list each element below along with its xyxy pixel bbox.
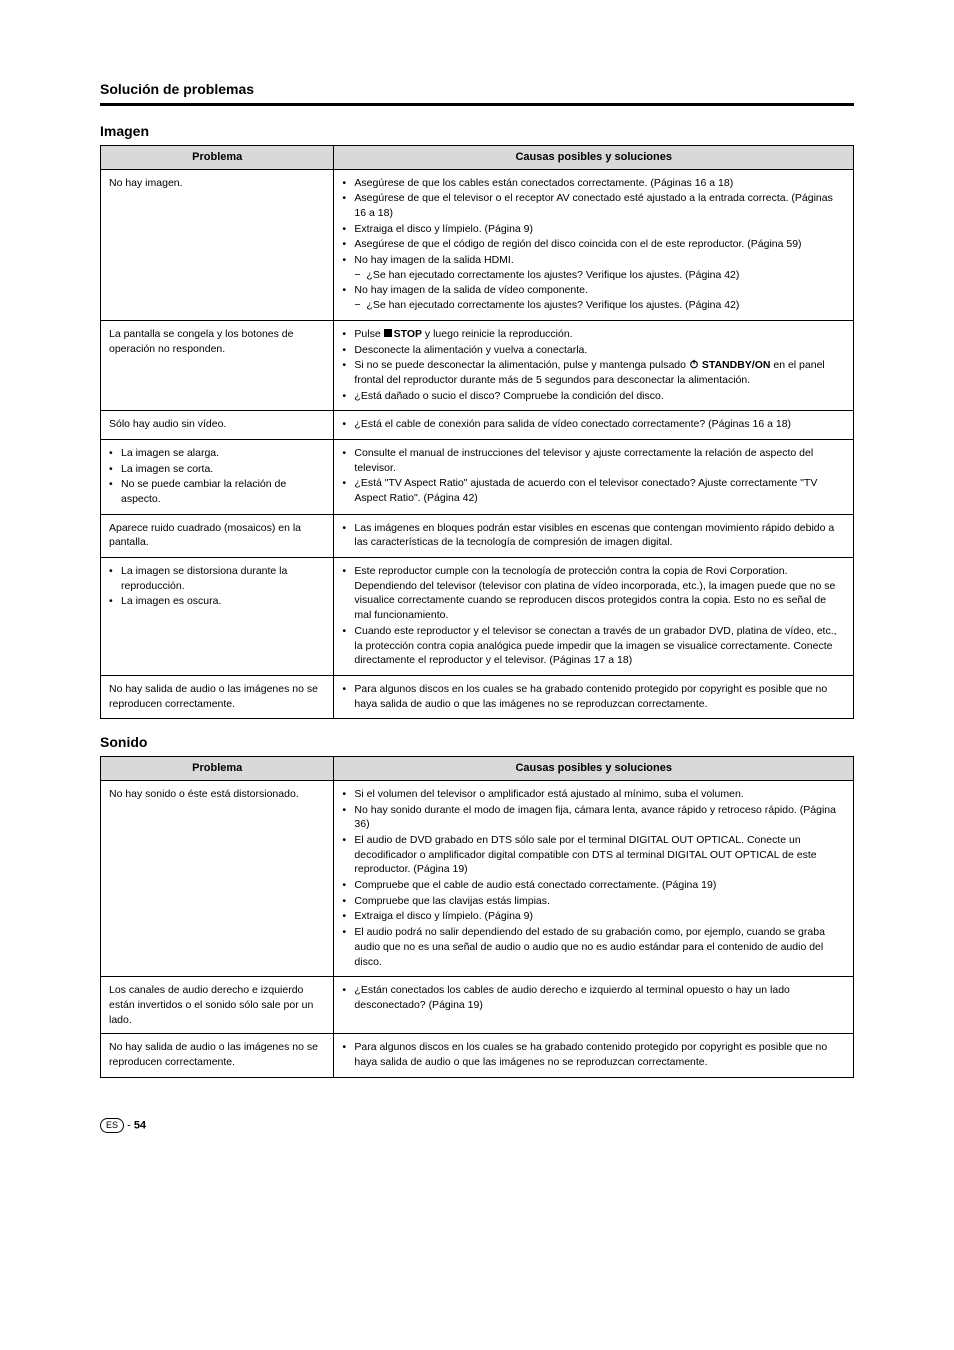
stop-label: STOP [394, 328, 422, 340]
problema-item: La imagen se corta. [109, 462, 325, 477]
table-row: La imagen se distorsiona durante la repr… [101, 558, 854, 676]
causas-list: Para algunos discos en los cuales se ha … [342, 1040, 845, 1069]
causas-list: Asegúrese de que los cables están conect… [342, 176, 845, 313]
causa-subitem: ¿Se han ejecutado correctamente los ajus… [354, 298, 845, 313]
causas-cell: Si el volumen del televisor o amplificad… [334, 780, 854, 976]
causa-item: ¿Está "TV Aspect Ratio" ajustada de acue… [342, 476, 845, 505]
page-number: 54 [134, 1119, 146, 1131]
column-header-causas: Causas posibles y soluciones [334, 757, 854, 781]
title-divider [100, 103, 854, 106]
problema-list: La imagen se alarga.La imagen se corta.N… [109, 446, 325, 507]
lang-badge: ES [100, 1118, 124, 1133]
problema-cell: No hay salida de audio o las imágenes no… [101, 675, 334, 718]
causas-list: Consulte el manual de instrucciones del … [342, 446, 845, 506]
table-row: Sólo hay audio sin vídeo. ¿Está el cable … [101, 411, 854, 440]
causa-item: ¿Está dañado o sucio el disco? Compruebe… [342, 389, 845, 404]
problema-cell: La pantalla se congela y los botones de … [101, 320, 334, 410]
causa-item: Las imágenes en bloques podrán estar vis… [342, 521, 845, 550]
causa-item: Compruebe que el cable de audio está con… [342, 878, 845, 893]
causas-cell: Pulse STOP y luego reinicie la reproducc… [334, 320, 854, 410]
page-footer: ES - 54 [100, 1118, 854, 1133]
causas-list: ¿Están conectados los cables de audio de… [342, 983, 845, 1012]
causa-item: El audio de DVD grabado en DTS sólo sale… [342, 833, 845, 877]
problema-item: La imagen se alarga. [109, 446, 325, 461]
table-row: No hay salida de audio o las imágenes no… [101, 675, 854, 718]
column-header-problema: Problema [101, 145, 334, 169]
causa-item: No hay imagen de la salida de vídeo comp… [342, 283, 845, 312]
causa-item: ¿Está el cable de conexión para salida d… [342, 417, 845, 432]
causas-list: Si el volumen del televisor o amplificad… [342, 787, 845, 969]
causa-item: Desconecte la alimentación y vuelva a co… [342, 343, 845, 358]
causa-item: ¿Están conectados los cables de audio de… [342, 983, 845, 1012]
causa-item: El audio podrá no salir dependiendo del … [342, 925, 845, 969]
column-header-problema: Problema [101, 757, 334, 781]
causa-item: Compruebe que las clavijas estás limpias… [342, 894, 845, 909]
troubleshooting-table: ProblemaCausas posibles y solucionesNo h… [100, 145, 854, 719]
page-title: Solución de problemas [100, 80, 854, 99]
causa-item: Para algunos discos en los cuales se ha … [342, 682, 845, 711]
problema-cell: No hay sonido o éste está distorsionado. [101, 780, 334, 976]
causa-subitem: ¿Se han ejecutado correctamente los ajus… [354, 268, 845, 283]
column-header-causas: Causas posibles y soluciones [334, 145, 854, 169]
subsection-title: Imagen [100, 122, 854, 141]
causa-item: Si el volumen del televisor o amplificad… [342, 787, 845, 802]
causa-sublist: ¿Se han ejecutado correctamente los ajus… [354, 268, 845, 283]
causa-item: No hay sonido durante el modo de imagen … [342, 803, 845, 832]
causas-list: Pulse STOP y luego reinicie la reproducc… [342, 327, 845, 403]
causas-list: Este reproductor cumple con la tecnologí… [342, 564, 845, 668]
problema-cell: No hay imagen. [101, 169, 334, 320]
problema-cell: Sólo hay audio sin vídeo. [101, 411, 334, 440]
standby-label: STANDBY/ON [702, 359, 771, 371]
causas-cell: Consulte el manual de instrucciones del … [334, 439, 854, 514]
causa-item: Este reproductor cumple con la tecnologí… [342, 564, 845, 623]
table-row: No hay imagen. Asegúrese de que los cable… [101, 169, 854, 320]
problema-cell: La imagen se alarga.La imagen se corta.N… [101, 439, 334, 514]
troubleshooting-table: ProblemaCausas posibles y solucionesNo h… [100, 756, 854, 1078]
table-row: No hay sonido o éste está distorsionado.… [101, 780, 854, 976]
causa-item: Para algunos discos en los cuales se ha … [342, 1040, 845, 1069]
table-row: Aparece ruido cuadrado (mosaicos) en la … [101, 514, 854, 557]
causa-item: No hay imagen de la salida HDMI.¿Se han … [342, 253, 845, 282]
causas-list: Las imágenes en bloques podrán estar vis… [342, 521, 845, 550]
causas-cell: ¿Están conectados los cables de audio de… [334, 977, 854, 1034]
causa-item: Extraiga el disco y límpielo. (Página 9) [342, 909, 845, 924]
causa-item: Extraiga el disco y límpielo. (Página 9) [342, 222, 845, 237]
table-row: No hay salida de audio o las imágenes no… [101, 1034, 854, 1077]
causas-cell: Las imágenes en bloques podrán estar vis… [334, 514, 854, 557]
problema-cell: Aparece ruido cuadrado (mosaicos) en la … [101, 514, 334, 557]
problema-item: La imagen se distorsiona durante la repr… [109, 564, 325, 593]
problema-item: No se puede cambiar la relación de aspec… [109, 477, 325, 506]
causa-item: Asegúrese de que el televisor o el recep… [342, 191, 845, 220]
power-icon [689, 359, 699, 371]
causa-item: Consulte el manual de instrucciones del … [342, 446, 845, 475]
causas-list: ¿Está el cable de conexión para salida d… [342, 417, 845, 432]
causa-item: Pulse STOP y luego reinicie la reproducc… [342, 327, 845, 342]
stop-icon [384, 328, 394, 340]
footer-dash: - [127, 1119, 134, 1131]
causas-list: Para algunos discos en los cuales se ha … [342, 682, 845, 711]
problema-cell: La imagen se distorsiona durante la repr… [101, 558, 334, 676]
causas-cell: Para algunos discos en los cuales se ha … [334, 675, 854, 718]
causas-cell: Este reproductor cumple con la tecnologí… [334, 558, 854, 676]
table-row: Los canales de audio derecho e izquierdo… [101, 977, 854, 1034]
table-row: La imagen se alarga.La imagen se corta.N… [101, 439, 854, 514]
causa-item: Asegúrese de que los cables están conect… [342, 176, 845, 191]
problema-list: La imagen se distorsiona durante la repr… [109, 564, 325, 609]
causa-item: Cuando este reproductor y el televisor s… [342, 624, 845, 668]
causa-item: Si no se puede desconectar la alimentaci… [342, 358, 845, 387]
causas-cell: Asegúrese de que los cables están conect… [334, 169, 854, 320]
problema-item: La imagen es oscura. [109, 594, 325, 609]
causa-item: Asegúrese de que el código de región del… [342, 237, 845, 252]
table-row: La pantalla se congela y los botones de … [101, 320, 854, 410]
problema-cell: No hay salida de audio o las imágenes no… [101, 1034, 334, 1077]
subsection-title: Sonido [100, 733, 854, 752]
causas-cell: Para algunos discos en los cuales se ha … [334, 1034, 854, 1077]
problema-cell: Los canales de audio derecho e izquierdo… [101, 977, 334, 1034]
causas-cell: ¿Está el cable de conexión para salida d… [334, 411, 854, 440]
causa-sublist: ¿Se han ejecutado correctamente los ajus… [354, 298, 845, 313]
